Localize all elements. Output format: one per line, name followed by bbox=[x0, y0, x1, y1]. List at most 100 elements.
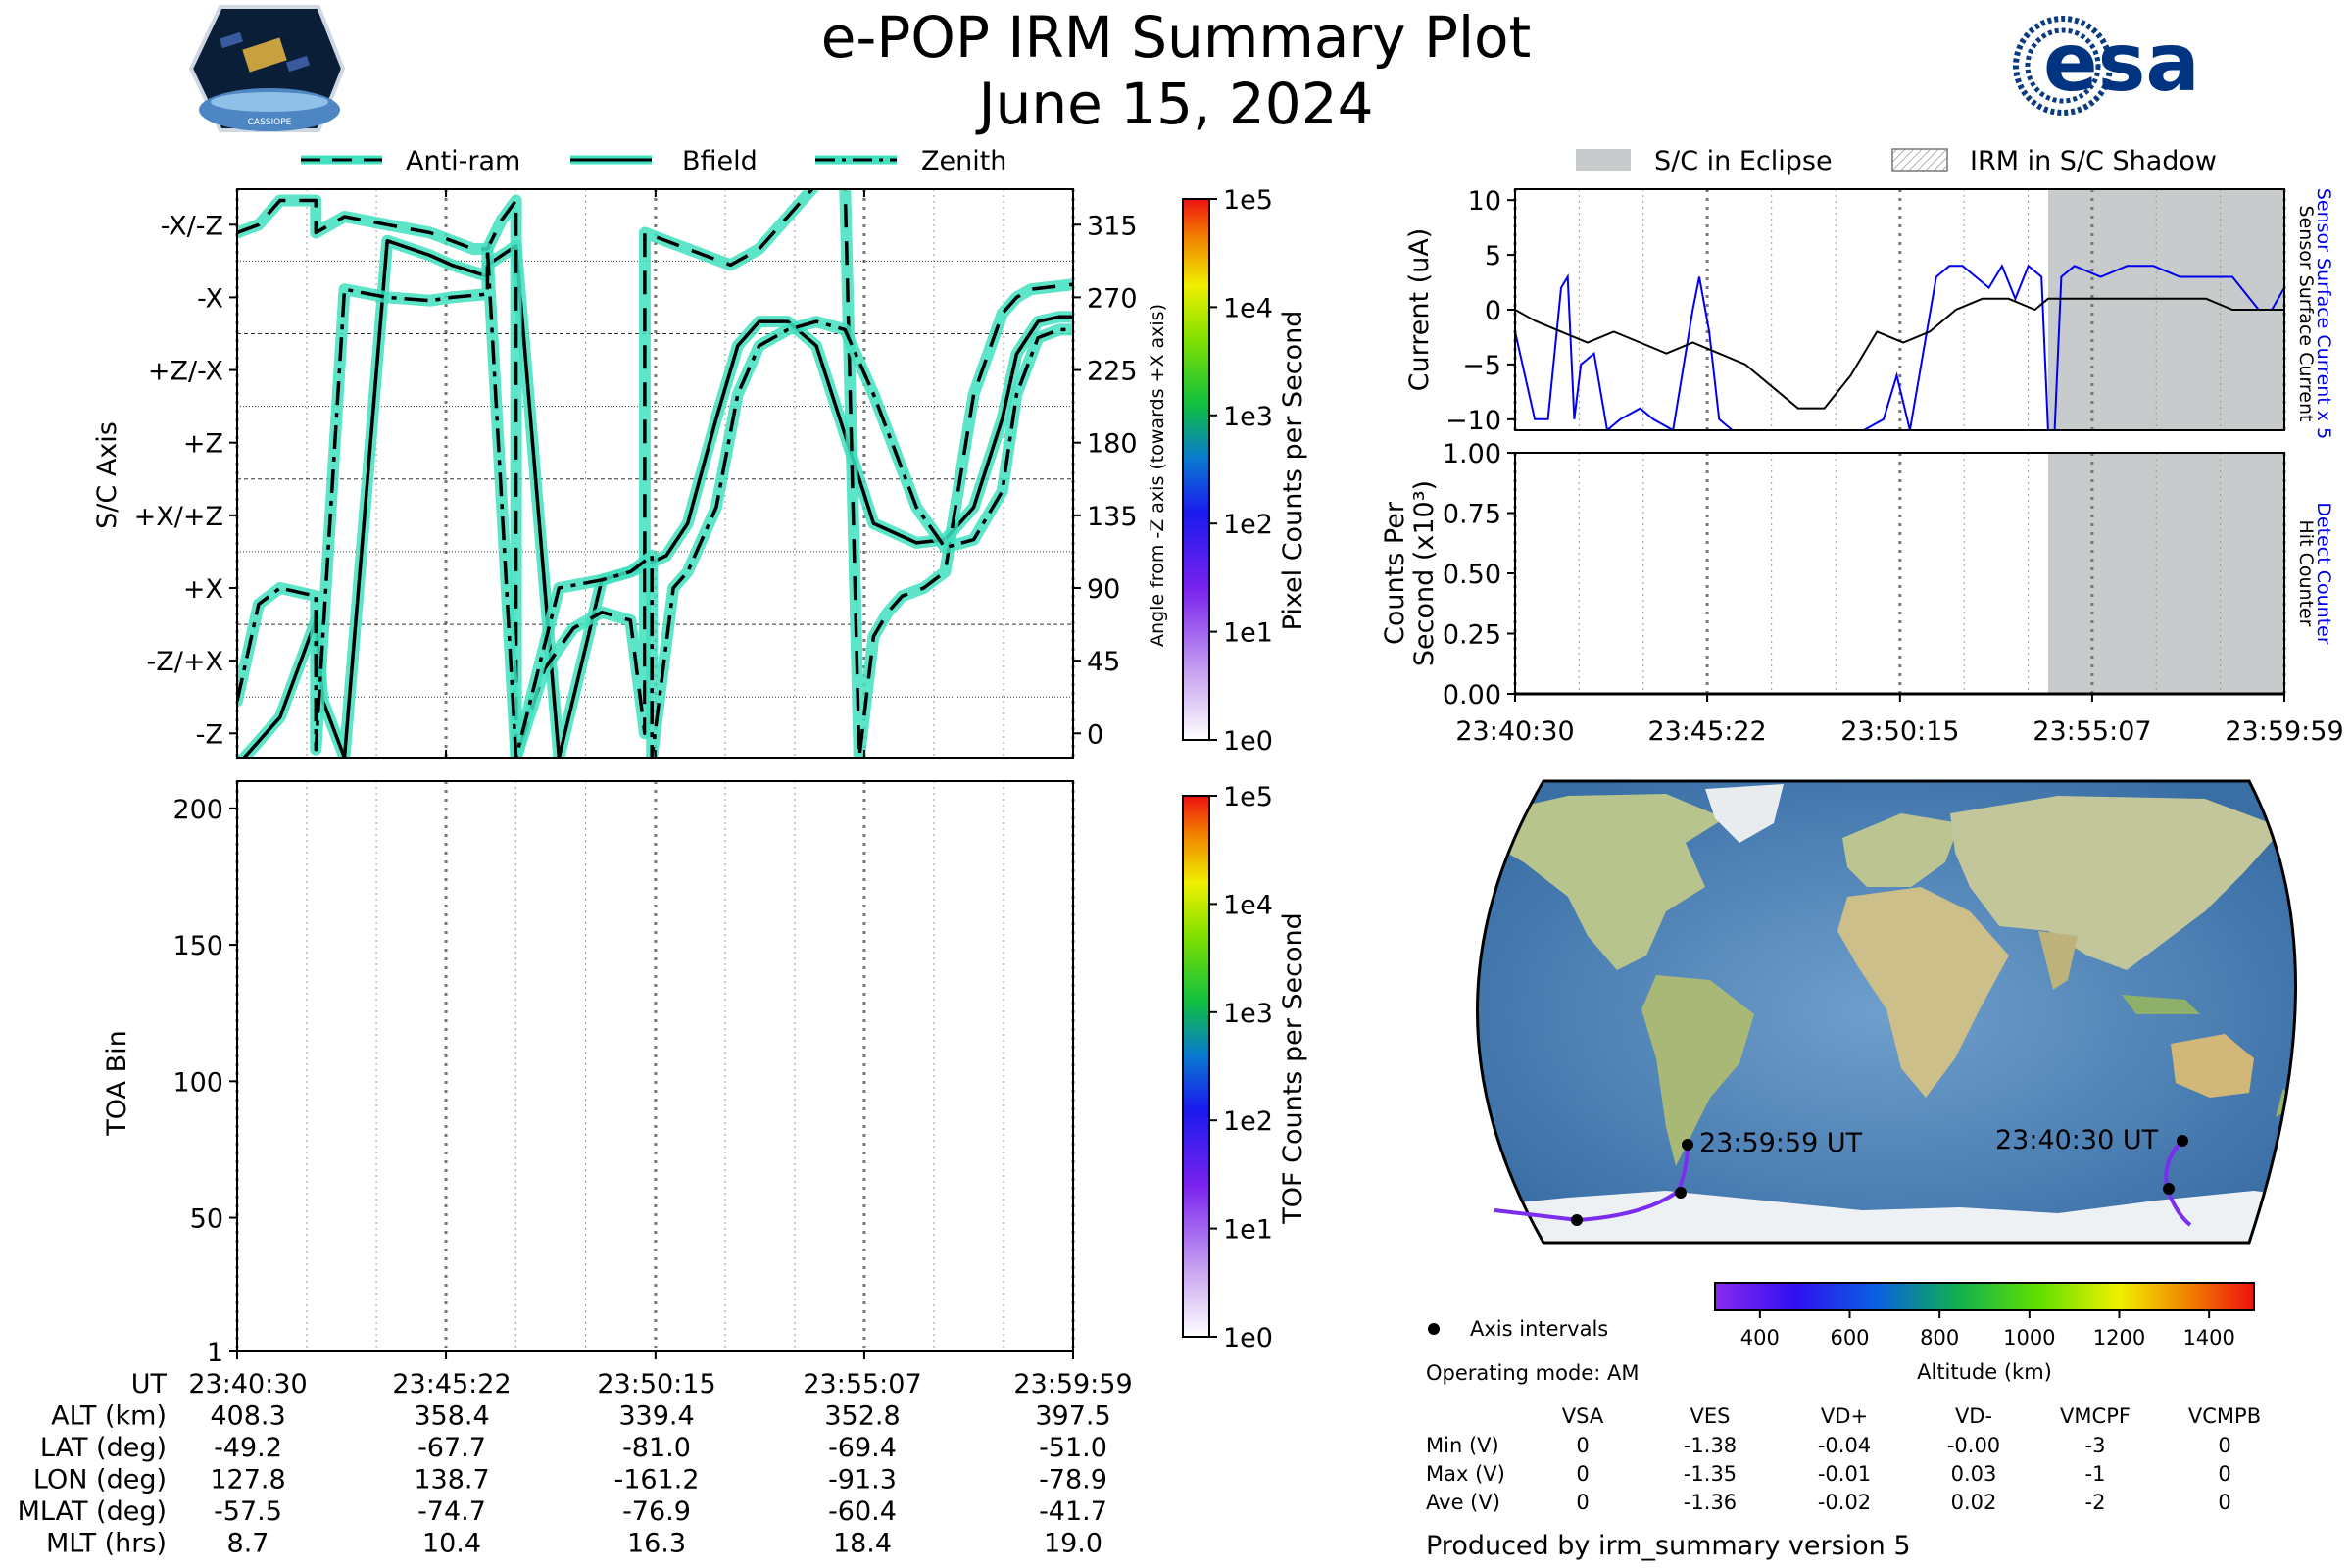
series-sensor-surface-current bbox=[1515, 297, 2284, 410]
voltage-row-label: Max (V) bbox=[1426, 1462, 1505, 1486]
pixel-colorbar-label: 1e4 bbox=[1223, 293, 1273, 323]
ephemeris-cell: 358.4 bbox=[414, 1401, 489, 1432]
operating-mode: Operating mode: AM bbox=[1426, 1361, 1639, 1385]
land-south-america bbox=[1642, 975, 1754, 1166]
legend-shadow: IRM in S/C Shadow bbox=[1970, 146, 2217, 176]
counts-ytick-label: 0.00 bbox=[1443, 680, 1501, 710]
altitude-tick-label: 400 bbox=[1740, 1326, 1780, 1349]
attitude-axis-label: -Z/+X bbox=[147, 647, 223, 677]
ephemeris-cell: -57.5 bbox=[214, 1496, 282, 1527]
ephemeris-cell: 10.4 bbox=[422, 1529, 481, 1559]
voltage-cell: 0 bbox=[2218, 1491, 2230, 1514]
current-legend: S/C in Eclipse IRM in S/C Shadow bbox=[1576, 146, 2217, 176]
voltage-column-header: VCMPB bbox=[2188, 1404, 2261, 1428]
map-landmasses bbox=[1477, 784, 2296, 1243]
cassiope-logo-text: CASSIOPE bbox=[248, 118, 292, 127]
counts-ticks: 1.00 0.75 0.50 0.25 0.00 23:40:30 23:45:22 23:5… bbox=[1443, 439, 2344, 747]
attitude-axis-label: +X/+Z bbox=[134, 502, 223, 532]
pixel-colorbar: 1e5 1e4 1e3 1e2 1e1 1e0 Pixel Counts per Seco… bbox=[1182, 185, 1308, 757]
ephemeris-row-label: MLAT (deg) bbox=[18, 1496, 167, 1527]
tof-colorbar-label: 1e2 bbox=[1223, 1106, 1273, 1137]
altitude-colorbar-gradient bbox=[1714, 1282, 2255, 1311]
attitude-angle-label: 270 bbox=[1087, 283, 1138, 314]
ephemeris-cell: -41.7 bbox=[1039, 1496, 1107, 1527]
current-ticks: 10 5 0 −5 −10 bbox=[1446, 186, 1515, 436]
ephemeris-cell: 16.3 bbox=[627, 1529, 686, 1559]
ephemeris-cell: -91.3 bbox=[828, 1465, 897, 1495]
voltage-column-header: VES bbox=[1690, 1404, 1731, 1428]
voltage-column-header: VD- bbox=[1955, 1404, 1992, 1428]
attitude-ylabel: S/C Axis bbox=[92, 421, 122, 529]
land-greenland bbox=[1705, 784, 1784, 843]
ephemeris-cell: -76.9 bbox=[622, 1496, 691, 1527]
attitude-angle-label: 45 bbox=[1087, 647, 1120, 677]
axis-intervals-label: Axis intervals bbox=[1470, 1317, 1608, 1341]
pixel-colorbar-label: 1e2 bbox=[1223, 510, 1273, 540]
land-australia bbox=[2171, 1034, 2254, 1098]
legend-eclipse: S/C in Eclipse bbox=[1654, 146, 1833, 176]
tof-colorbar-label: 1e4 bbox=[1223, 890, 1273, 920]
current-right-label-black: Sensor Surface Current bbox=[2295, 206, 2317, 422]
attitude-axis-label: +X bbox=[183, 574, 223, 605]
current-right-label-blue: Sensor Surface Current x 5 bbox=[2313, 188, 2334, 439]
altitude-tick-label: 1000 bbox=[2003, 1326, 2055, 1349]
voltage-cell: -0.02 bbox=[1818, 1491, 1871, 1514]
counts-ytick-label: 1.00 bbox=[1443, 439, 1501, 469]
counts-panel: 1.00 0.75 0.50 0.25 0.00 23:40:30 23:45:22 23:5… bbox=[1380, 439, 2344, 747]
ephemeris-cell: 138.7 bbox=[414, 1465, 489, 1495]
ephemeris-cell: 8.7 bbox=[227, 1529, 270, 1559]
tof-colorbar-gradient bbox=[1182, 795, 1210, 1338]
attitude-legend: Anti-ram Bfield Zenith bbox=[301, 146, 1006, 176]
toa-ticks: 200 150 100 50 1 bbox=[172, 795, 1074, 1368]
land-asia bbox=[1950, 796, 2283, 970]
counts-xtick-label: 23:40:30 bbox=[1455, 716, 1574, 747]
esa-logo-text: esa bbox=[2043, 17, 2200, 110]
ephemeris-cell: 19.0 bbox=[1044, 1529, 1102, 1559]
voltage-row-label: Min (V) bbox=[1426, 1434, 1499, 1457]
current-ytick-label: 10 bbox=[1468, 186, 1501, 217]
current-gridlines bbox=[1513, 189, 2286, 430]
attitude-series bbox=[237, 189, 1073, 758]
voltage-cell: -1.35 bbox=[1684, 1462, 1737, 1486]
toa-ytick-label: 100 bbox=[172, 1067, 223, 1098]
world-map: 23:40:30 UT 23:59:59 UT bbox=[1476, 779, 2297, 1245]
land-north-america bbox=[1490, 794, 1725, 970]
voltage-cell: -0.04 bbox=[1818, 1434, 1871, 1457]
counts-xtick-label: 23:45:22 bbox=[1647, 716, 1766, 747]
series-sensor-surface-current-x-5 bbox=[1515, 264, 2284, 430]
toa-ylabel: TOA Bin bbox=[102, 1030, 132, 1136]
voltage-column-header: VMCPF bbox=[2060, 1404, 2131, 1428]
current-ytick-label: −10 bbox=[1446, 406, 1501, 436]
altitude-label: Altitude (km) bbox=[1917, 1360, 2052, 1384]
counts-xtick-label: 23:59:59 bbox=[2225, 716, 2343, 747]
ephemeris-cell: 23:50:15 bbox=[597, 1369, 715, 1399]
toa-ytick-label: 150 bbox=[172, 931, 223, 961]
tof-colorbar-label: 1e0 bbox=[1223, 1323, 1273, 1353]
map-frame bbox=[1476, 779, 2297, 1245]
ephemeris-cell: -67.7 bbox=[417, 1433, 486, 1463]
counts-ytick-label: 0.75 bbox=[1443, 500, 1501, 530]
land-africa bbox=[1838, 887, 2009, 1098]
attitude-axis-label: -Z bbox=[196, 719, 223, 750]
voltage-cell: 0 bbox=[2218, 1462, 2230, 1486]
voltage-cell: 0 bbox=[2218, 1434, 2230, 1457]
attitude-ticks: -Z 0 -Z/+X 45 +X 90 +X/+Z 135 +Z 180 +Z/-X 225 -X 270… bbox=[134, 189, 1138, 758]
voltage-cell: -0.01 bbox=[1818, 1462, 1871, 1486]
tof-colorbar-label: 1e3 bbox=[1223, 999, 1273, 1029]
ephemeris-cell: 23:59:59 bbox=[1013, 1369, 1132, 1399]
ephemeris-cell: 18.4 bbox=[833, 1529, 892, 1559]
voltage-cell: 0 bbox=[1576, 1491, 1589, 1514]
counts-ylabel-line2: Second (x10³) bbox=[1409, 480, 1440, 666]
land-europe bbox=[1842, 813, 1960, 887]
current-ylabel: Current (uA) bbox=[1404, 228, 1435, 392]
series-halo-anti-ram bbox=[237, 189, 1073, 758]
ephemeris-row-label: MLT (hrs) bbox=[46, 1529, 167, 1559]
ephemeris-cell: -69.4 bbox=[828, 1433, 897, 1463]
orbit-point-interval bbox=[1675, 1187, 1687, 1199]
orbit-segment-west bbox=[1494, 1144, 1690, 1223]
legend-anti-ram: Anti-ram bbox=[406, 146, 520, 176]
legend-bfield: Bfield bbox=[682, 146, 758, 176]
counts-right-label-blue: Detect Counter bbox=[2313, 502, 2334, 645]
toa-ytick-label: 1 bbox=[207, 1338, 223, 1368]
attitude-axis-label: -X/-Z bbox=[161, 211, 223, 241]
